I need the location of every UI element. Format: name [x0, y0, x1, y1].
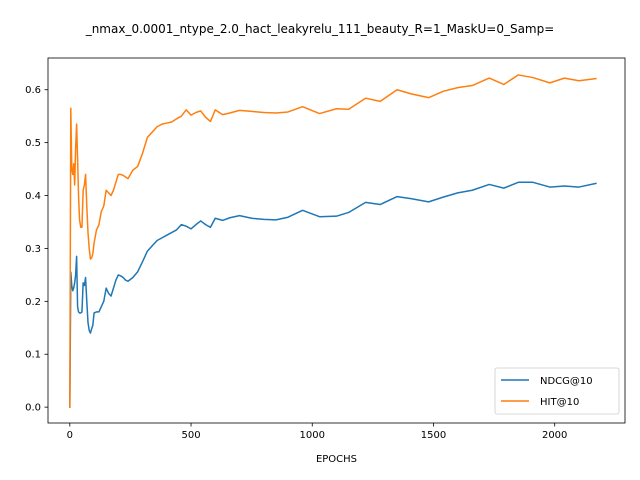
series-line-0 [69, 181, 597, 408]
legend-label-1: HIT@10 [540, 397, 579, 408]
y-tick-label: 0.5 [25, 138, 41, 149]
y-axis-ticks: 0.0 0.1 0.2 0.3 0.4 0.5 0.6 [25, 85, 48, 414]
y-tick-label: 0.0 [25, 403, 41, 414]
legend: NDCG@10 HIT@10 [494, 367, 620, 415]
y-tick-label: 0.2 [25, 297, 41, 308]
plot-area [69, 74, 597, 408]
x-axis-ticks: 0 500 1000 1500 2000 [67, 423, 567, 441]
series-lines [69, 74, 597, 408]
y-tick-label: 0.1 [25, 350, 41, 361]
x-tick-label: 2000 [542, 430, 567, 441]
y-tick-label: 0.4 [25, 191, 41, 202]
x-tick-label: 1000 [300, 430, 325, 441]
plot-frame [47, 57, 626, 424]
x-tick-label: 0 [67, 430, 73, 441]
series-line-1 [69, 74, 597, 408]
chart-title: _nmax_0.0001_ntype_2.0_hact_leakyrelu_11… [85, 22, 555, 36]
y-tick-label: 0.3 [25, 244, 41, 255]
x-tick-label: 1500 [421, 430, 446, 441]
legend-label-0: NDCG@10 [540, 376, 593, 387]
x-axis-label: EPOCHS [316, 454, 357, 465]
y-tick-label: 0.6 [25, 85, 41, 96]
x-tick-label: 500 [181, 430, 200, 441]
